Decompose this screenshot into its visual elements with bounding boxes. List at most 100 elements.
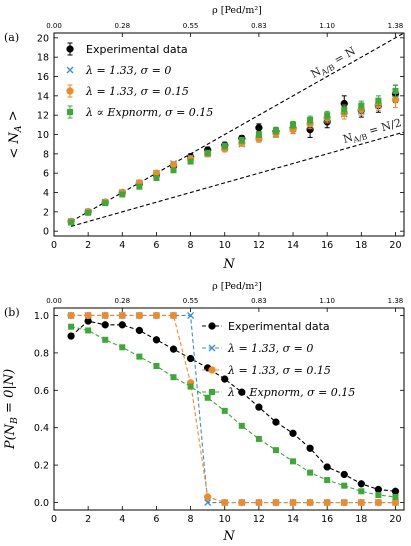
series-experimental-data <box>67 317 400 495</box>
data-point <box>306 444 314 452</box>
series-1-33-0-15 <box>67 311 400 507</box>
legend-label: λ ∝ Expnorm, σ = 0.15 <box>227 386 355 399</box>
top-tick-label: 1.38 <box>388 22 404 30</box>
panel-label: (b) <box>4 306 20 319</box>
data-point <box>374 498 383 507</box>
y-tick-label: 12 <box>37 111 49 122</box>
data-point <box>392 88 399 94</box>
data-point <box>170 374 177 381</box>
data-point <box>238 422 245 429</box>
x-tick-label: 6 <box>153 514 159 525</box>
legend-marker <box>208 344 216 352</box>
data-point <box>204 493 212 501</box>
legend-label: Experimental data <box>228 320 330 333</box>
label-part: > <box>6 110 21 125</box>
top-tick-label: 0.00 <box>46 297 62 305</box>
y-axis-title: P(NB​ = 0|N) <box>2 369 20 450</box>
x-tick-label: 18 <box>355 514 367 525</box>
x-tick-label: 2 <box>85 240 91 251</box>
data-point <box>255 124 263 132</box>
data-point <box>152 336 161 344</box>
data-point <box>290 458 297 465</box>
y-tick-label: 0.2 <box>34 461 49 472</box>
panel-a: 0 2 4 6 8 10 12 14 16 18 20 0 2 4 6 8 10 12 14 16 18 20 0.00 0.… <box>4 5 405 272</box>
data-point <box>118 311 126 320</box>
top-tick-label: 0.83 <box>251 22 267 30</box>
data-point <box>187 158 194 165</box>
data-point <box>221 375 229 383</box>
legend-label: λ = 1.33, σ = 0.15 <box>227 364 331 377</box>
data-point <box>187 383 194 390</box>
x-tick-label: 20 <box>389 240 401 251</box>
data-point <box>221 498 229 507</box>
data-point <box>68 219 75 226</box>
data-point <box>272 498 280 507</box>
x-tick-label: 10 <box>219 240 231 251</box>
y-tick-label: 0.8 <box>34 348 49 359</box>
top-tick-label: 1.38 <box>388 297 404 305</box>
data-point <box>323 463 331 471</box>
data-point <box>375 97 382 104</box>
reference-line-n-a-b-n <box>70 32 405 222</box>
data-point <box>84 311 92 320</box>
x-tick-label: 8 <box>188 514 194 525</box>
x-tick-label: 10 <box>219 514 231 525</box>
data-point <box>255 435 262 442</box>
data-point <box>169 345 178 353</box>
panel-b: 0 2 4 6 8 10 12 14 16 18 20 0.0 0.2 0.4 0.6 0.8 1.0 0.00 0… <box>2 281 405 544</box>
top-tick-label: 0.55 <box>183 22 199 30</box>
data-point <box>255 403 263 411</box>
data-point <box>272 127 279 134</box>
data-point <box>238 137 245 144</box>
data-point <box>85 209 92 216</box>
label-part: = N <box>329 44 358 68</box>
x-tick-label: 14 <box>287 240 299 251</box>
reference-line-label: NA/B​ = N/2 <box>341 116 403 147</box>
legend-marker <box>66 87 74 95</box>
marker-stroke <box>208 344 216 352</box>
y-tick-label: 0.0 <box>34 498 49 509</box>
data-point <box>221 143 228 150</box>
label-part: A <box>13 125 24 133</box>
data-point <box>136 353 143 360</box>
data-point <box>374 485 383 494</box>
data-point <box>135 311 144 320</box>
data-point <box>186 354 195 363</box>
top-tick-label: 0.55 <box>183 297 199 305</box>
label-part: B <box>9 417 20 425</box>
x-tick-label: 14 <box>287 514 299 525</box>
top-tick-label: 0.83 <box>251 297 267 305</box>
x-axis-title: N <box>222 257 235 272</box>
data-point <box>238 388 246 396</box>
legend-label: λ ∝ Expnorm, σ = 0.15 <box>85 106 213 119</box>
data-point <box>307 117 314 123</box>
data-point <box>358 488 365 495</box>
label-part: < N <box>7 132 22 159</box>
x-tick-label: 20 <box>389 514 401 525</box>
data-point <box>119 344 126 351</box>
legend-label: λ = 1.33, σ = 0 <box>227 342 313 355</box>
y-tick-label: 18 <box>37 53 49 64</box>
series-expnorm-0-15 <box>68 84 399 226</box>
top-tick-label: 0.28 <box>114 22 130 30</box>
data-point <box>340 470 348 479</box>
data-point <box>169 160 178 169</box>
data-point <box>204 499 212 506</box>
data-point <box>307 469 314 476</box>
y-tick-label: 14 <box>37 91 49 102</box>
marker-stroke <box>187 312 195 319</box>
legend-marker <box>66 45 74 53</box>
legend-marker <box>209 389 215 395</box>
x-axis-title: N <box>222 529 235 544</box>
data-point <box>67 311 75 320</box>
data-point <box>289 429 297 437</box>
top-axis-title: ρ [Ped/m²] <box>212 281 262 292</box>
y-tick-label: 2 <box>43 207 49 218</box>
data-point <box>67 332 75 340</box>
label-part: A/B <box>351 132 368 145</box>
legend-marker <box>67 109 73 115</box>
data-point <box>289 498 297 507</box>
x-tick-label: 0 <box>51 514 57 525</box>
y-tick-label: 6 <box>43 169 49 180</box>
